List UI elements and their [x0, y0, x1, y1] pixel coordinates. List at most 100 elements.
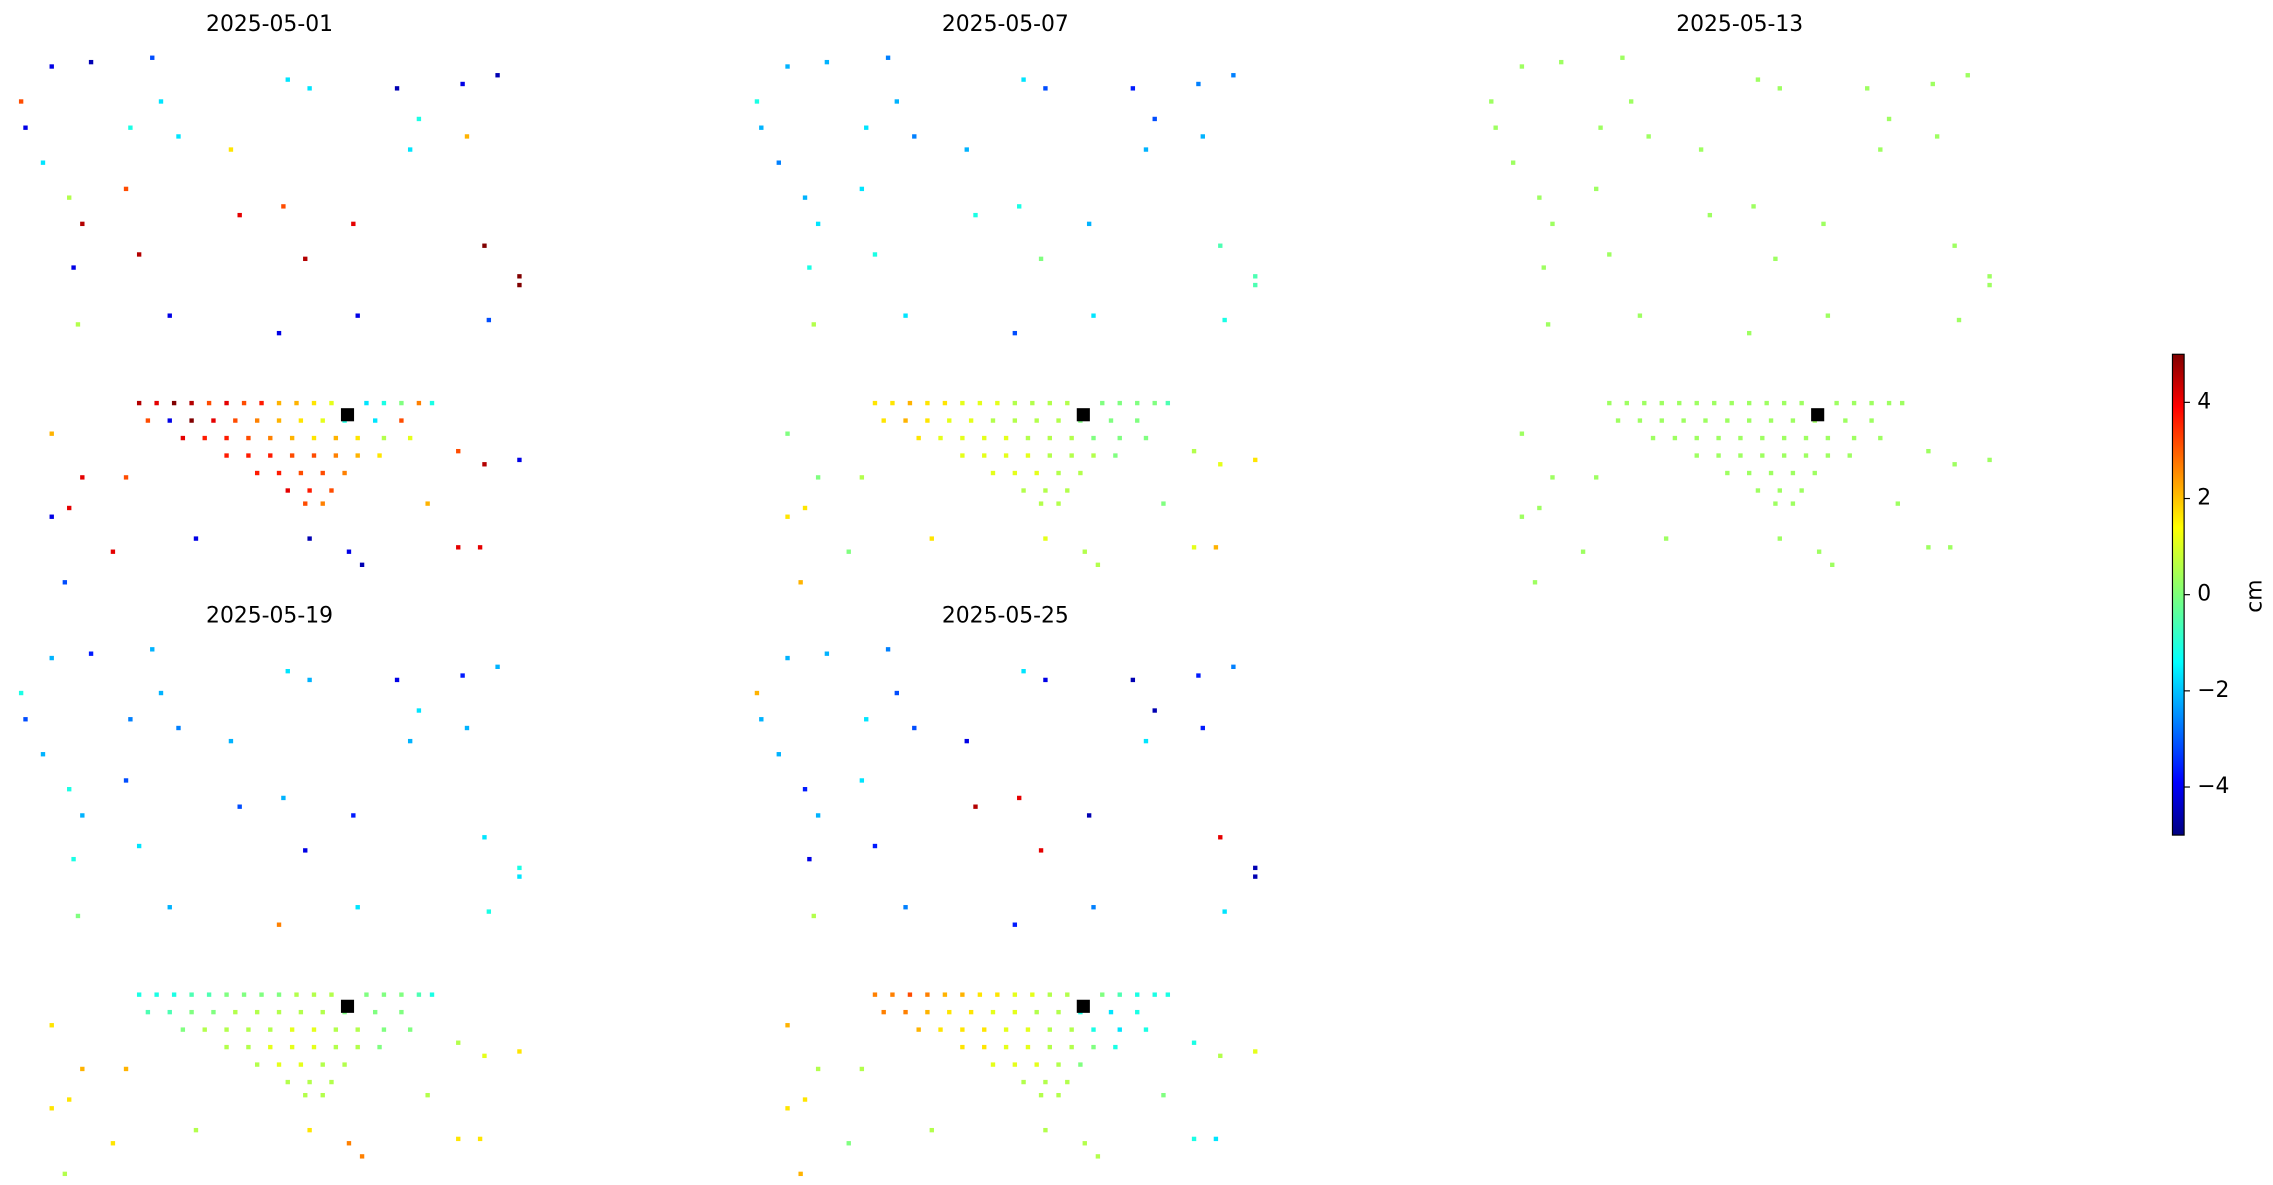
pixel	[80, 221, 85, 227]
pixel	[259, 400, 264, 406]
pixel	[1047, 435, 1052, 441]
pixel	[416, 992, 422, 997]
pixel	[798, 580, 803, 585]
pixel	[237, 804, 242, 809]
pixel	[1790, 418, 1796, 423]
pixel	[1768, 470, 1774, 476]
pixel	[859, 475, 865, 480]
pixel	[1191, 1040, 1197, 1045]
pixel	[1725, 470, 1730, 476]
pixel	[276, 1009, 282, 1015]
pixel	[482, 243, 487, 248]
pixel	[1069, 453, 1074, 458]
pixel	[320, 418, 325, 423]
pixel	[776, 752, 781, 757]
pixel	[1218, 462, 1223, 467]
pixel	[486, 909, 492, 914]
pixel	[320, 1062, 325, 1067]
pixel	[1803, 435, 1809, 441]
pixel	[1773, 256, 1778, 262]
pixel	[1030, 400, 1035, 406]
pixel	[995, 992, 1000, 997]
pixel	[154, 400, 159, 406]
pixel	[1886, 116, 1892, 122]
pixel	[206, 992, 212, 997]
pixel	[1113, 1044, 1118, 1050]
pixel	[355, 1044, 360, 1050]
colorbar-tick-label: −4	[2197, 774, 2229, 799]
pixel	[517, 874, 522, 879]
pixel	[311, 453, 317, 458]
pixel	[990, 1062, 996, 1067]
pixel	[1777, 536, 1782, 541]
pixel	[373, 418, 378, 423]
pixel	[259, 992, 264, 997]
pixel	[1117, 992, 1122, 997]
pixel	[1161, 1092, 1166, 1098]
pixel	[960, 1044, 965, 1050]
pixel	[1056, 1092, 1061, 1098]
pixel	[1191, 448, 1197, 454]
pixel	[903, 1009, 908, 1015]
pixel	[1108, 418, 1114, 423]
pixel	[1698, 147, 1704, 152]
pixel	[407, 147, 413, 152]
pixel	[303, 256, 308, 262]
panel-title: 2025-05-13	[1676, 12, 1803, 37]
pixel	[276, 992, 282, 997]
reference-point	[1811, 408, 1825, 422]
panel-title: 2025-05-07	[942, 12, 1069, 37]
pixel	[154, 992, 159, 997]
pixel	[158, 690, 164, 696]
pixel	[23, 717, 28, 722]
pixel	[1078, 470, 1083, 476]
pixel	[815, 475, 821, 480]
pixel	[859, 778, 865, 783]
pixel	[1025, 1027, 1031, 1032]
pixel	[1694, 435, 1699, 441]
pixel	[71, 856, 76, 862]
pixel	[885, 647, 891, 652]
pixel	[903, 905, 908, 910]
pixel	[1253, 282, 1258, 288]
pixel	[1650, 435, 1656, 441]
pixel	[1738, 453, 1743, 458]
pixel	[136, 992, 142, 997]
pixel	[1025, 435, 1031, 441]
pixel	[285, 488, 290, 493]
pixel	[1790, 470, 1796, 476]
pixel	[407, 435, 413, 441]
pixel	[807, 856, 812, 862]
pixel	[1200, 725, 1205, 731]
colorbar-tick-label: 0	[2197, 582, 2211, 607]
pixel	[1218, 243, 1223, 248]
pixel	[377, 453, 382, 458]
pixel	[1065, 488, 1070, 493]
pixel	[517, 1049, 522, 1054]
pixel	[1926, 545, 1931, 550]
pixel	[960, 435, 965, 441]
pixel	[224, 1027, 229, 1032]
pixel	[88, 651, 94, 656]
pixel	[1135, 400, 1140, 406]
pixel	[167, 418, 172, 423]
pixel	[145, 418, 151, 423]
pixel	[960, 400, 965, 406]
pixel	[1895, 501, 1900, 506]
pixel	[1012, 1009, 1018, 1015]
pixel	[49, 655, 54, 661]
pixel	[189, 992, 194, 997]
pixel	[938, 1027, 943, 1032]
pixel	[416, 400, 422, 406]
pixel	[1965, 73, 1970, 78]
pixel	[254, 1009, 260, 1015]
pixel	[246, 1044, 251, 1050]
pixel	[1825, 453, 1831, 458]
pixel	[1213, 545, 1219, 550]
pixel	[1069, 1027, 1074, 1032]
pixel	[990, 418, 996, 423]
pixel	[1729, 400, 1734, 406]
pixel	[1047, 1027, 1052, 1032]
pixel	[394, 677, 400, 683]
